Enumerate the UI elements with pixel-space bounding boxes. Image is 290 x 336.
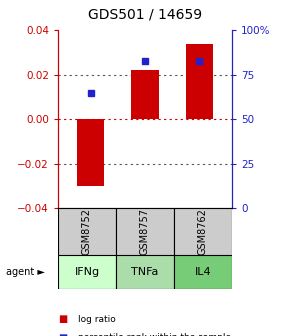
Text: GSM8762: GSM8762 <box>198 208 208 255</box>
Text: GSM8752: GSM8752 <box>82 208 92 255</box>
Bar <box>77 119 104 186</box>
Text: percentile rank within the sample: percentile rank within the sample <box>78 333 231 336</box>
Text: TNFa: TNFa <box>131 267 159 277</box>
Text: IL4: IL4 <box>195 267 211 277</box>
Bar <box>58 255 116 289</box>
Bar <box>58 208 116 255</box>
Bar <box>116 208 174 255</box>
Bar <box>186 44 213 119</box>
Text: agent ►: agent ► <box>6 267 45 277</box>
Text: ■: ■ <box>58 333 67 336</box>
Text: log ratio: log ratio <box>78 315 116 324</box>
Text: GDS501 / 14659: GDS501 / 14659 <box>88 8 202 22</box>
Bar <box>116 255 174 289</box>
Bar <box>174 255 232 289</box>
Text: ■: ■ <box>58 314 67 324</box>
Bar <box>131 70 159 119</box>
Bar <box>174 208 232 255</box>
Text: IFNg: IFNg <box>75 267 99 277</box>
Text: GSM8757: GSM8757 <box>140 208 150 255</box>
